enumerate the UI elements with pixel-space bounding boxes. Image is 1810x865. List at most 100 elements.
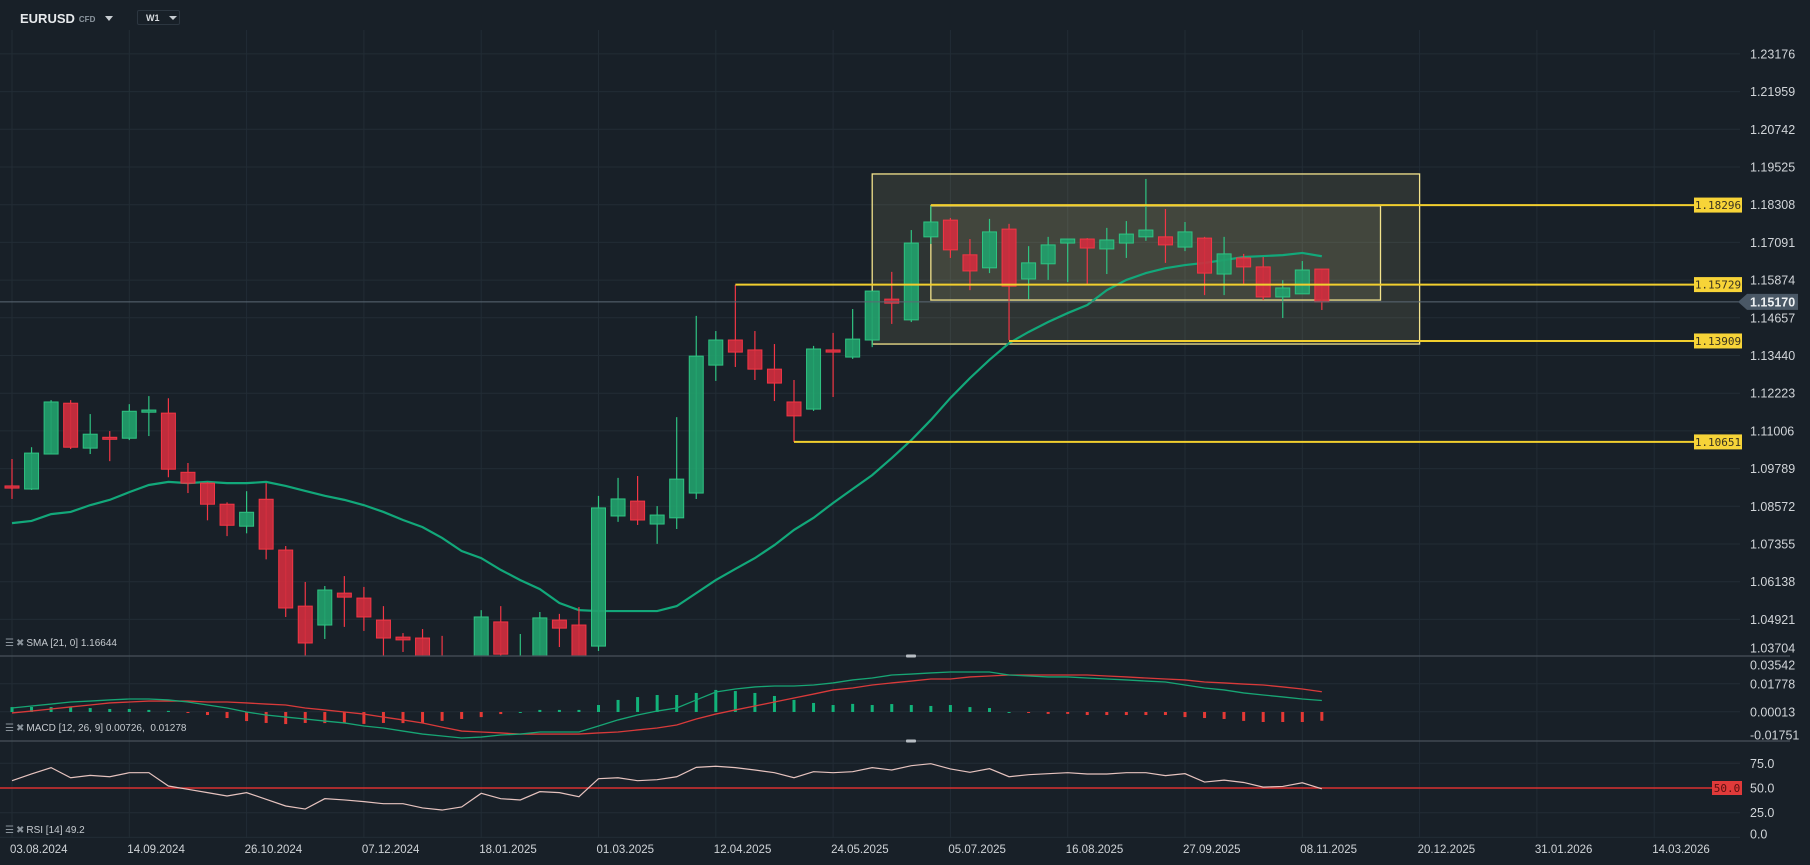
candle-bullish [1138, 178, 1154, 241]
grid [0, 30, 1740, 838]
level-price-label: 1.15729 [1695, 279, 1741, 292]
candle-bearish [441, 635, 443, 656]
close-icon[interactable]: ✖ [15, 638, 25, 649]
candle-bullish [1021, 246, 1037, 300]
candle-bullish [610, 477, 626, 522]
candle-bearish [278, 546, 294, 617]
macd-histogram-bar [890, 704, 894, 712]
candle-body [24, 452, 40, 490]
candle-bearish [1079, 238, 1095, 285]
candle-body [336, 592, 352, 598]
macd-histogram-bar [284, 712, 288, 725]
candle-body [864, 290, 880, 341]
macd-histogram-bar [733, 691, 737, 712]
settings-icon[interactable]: ☰ [5, 723, 14, 734]
macd-histogram-bar [1242, 712, 1246, 721]
macd-histogram-bar [655, 695, 659, 712]
candle-bullish [864, 290, 880, 348]
date-label: 16.08.2025 [1066, 844, 1124, 856]
candle-bullish [1118, 221, 1134, 258]
macd-histogram-bar [675, 695, 679, 712]
rsi-panel [0, 763, 1712, 811]
candle-body [43, 401, 59, 455]
candle-body [121, 410, 137, 439]
candle-body [923, 221, 939, 238]
macd-histogram-bar [597, 705, 600, 712]
close-icon[interactable]: ✖ [15, 723, 25, 734]
candle-bearish [63, 400, 79, 450]
macd-histogram-bar [88, 708, 92, 712]
date-label: 03.08.2024 [10, 844, 68, 856]
candle-bullish [688, 315, 704, 499]
candle-body [455, 679, 469, 696]
candle-bearish [786, 379, 802, 442]
sma-line [11, 251, 1323, 613]
candle-bullish [649, 506, 665, 544]
macd-histogram-bar [362, 712, 366, 724]
timeframe-dropdown[interactable]: W1 [137, 10, 180, 25]
candle-bullish [1060, 238, 1076, 283]
candle-bearish [180, 463, 196, 494]
candle-body [942, 219, 958, 251]
current-price-tag [1738, 293, 1798, 310]
candle-bearish [102, 431, 118, 462]
candle-body [1079, 238, 1095, 249]
symbol-selector[interactable]: EURUSD CFD [20, 8, 114, 28]
macd-histogram-bar [714, 689, 718, 712]
candle-bullish [806, 345, 822, 411]
date-label: 08.11.2025 [1300, 844, 1357, 856]
macd-histogram-bar [792, 699, 796, 712]
rsi-axis-label: 50.0 [1750, 782, 1774, 796]
settings-icon[interactable]: ☰ [5, 638, 14, 649]
macd-histogram-bar [323, 712, 327, 724]
rsi-level-label: 50.0 [1714, 782, 1741, 795]
close-icon[interactable]: ✖ [15, 825, 25, 836]
candle-bearish [766, 344, 782, 402]
settings-icon[interactable]: ☰ [5, 825, 14, 836]
candle-body [473, 616, 489, 656]
macd-histogram-bar [1163, 712, 1167, 716]
macd-histogram-bar [812, 702, 816, 712]
price-axis-label: 1.11006 [1750, 424, 1794, 438]
candle-body [395, 636, 411, 641]
panel-resize-handle[interactable] [906, 739, 916, 743]
panel-resize-handle[interactable] [906, 654, 916, 658]
macd-histogram-bar [1085, 712, 1089, 716]
macd-histogram-bar [772, 695, 776, 712]
level-price-tag [1694, 277, 1742, 293]
macd-histogram-bar [1281, 712, 1285, 722]
chevron-down-icon[interactable] [105, 15, 114, 21]
candle-body [1099, 239, 1115, 250]
macd-histogram-bar [1124, 712, 1128, 716]
price-axis-label: 1.12223 [1750, 387, 1795, 401]
candle-bearish [375, 606, 391, 656]
candle-bearish [747, 331, 763, 380]
candle-body [297, 605, 313, 644]
candle-body [141, 409, 157, 413]
candle-bullish [1177, 221, 1193, 252]
macd-histogram-bar [988, 708, 991, 712]
candle-bearish [395, 633, 411, 652]
candle-body [317, 589, 333, 626]
candle-body [727, 339, 743, 353]
macd-histogram-bar [1320, 712, 1324, 721]
date-label: 24.05.2025 [831, 844, 889, 856]
timeframe-value: W1 [146, 12, 160, 23]
candle-body [766, 368, 782, 384]
level-price-tag [1694, 434, 1742, 450]
candle-body [1197, 237, 1213, 274]
level-price-tag [1694, 197, 1742, 213]
candle-bullish [591, 495, 606, 652]
candle-bullish [43, 400, 59, 455]
date-label: 14.09.2024 [127, 844, 185, 856]
candle-body [1118, 233, 1134, 244]
candle-body [180, 471, 196, 484]
candle-bullish [845, 309, 861, 359]
price-axis-label: 1.17091 [1750, 236, 1795, 250]
candle-body [1001, 228, 1017, 287]
date-label: 18.01.2025 [479, 844, 537, 856]
macd-histogram-bar [499, 712, 503, 715]
price-axis-label: 1.06138 [1750, 575, 1795, 589]
candle-bearish [962, 239, 978, 291]
